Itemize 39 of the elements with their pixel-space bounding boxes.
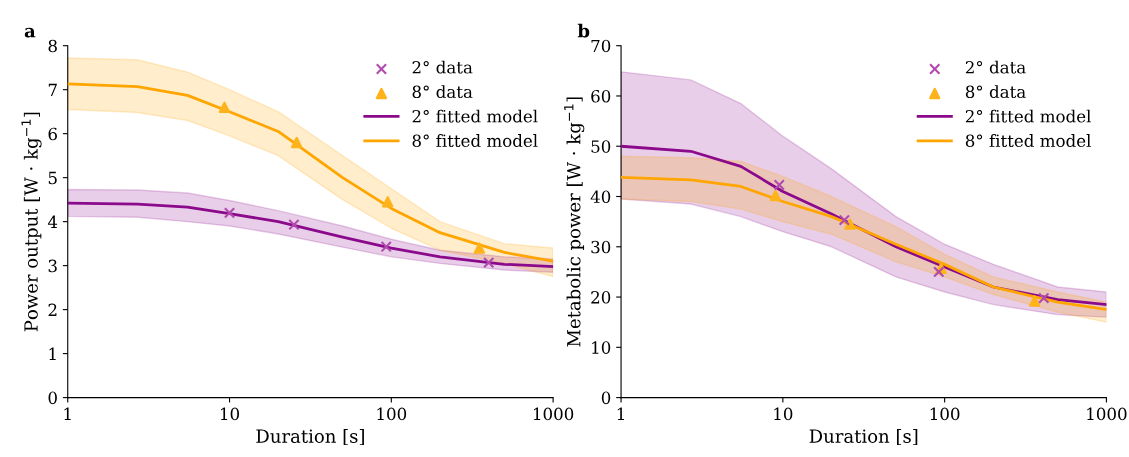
legend-label: 2° fitted model [965,109,1091,123]
x-tick-label: 1000 [533,407,574,421]
chart-title: a [24,27,36,38]
y-tick-label: 8 [48,39,57,53]
chart-title: b [577,23,590,38]
y-tick-label: 20 [591,291,611,304]
y-axis-title: Metabolic power [W · kg$^{−1}$] [564,97,585,347]
x-tick-label: 1 [64,407,71,420]
y-tick-label: 0 [48,391,57,405]
y-tick-label: 40 [590,190,611,204]
x-tick-label: 1 [617,407,624,420]
legend-label: 8° data [965,85,1026,99]
legend-label: 2° data [412,60,473,74]
x-tick-label: 1000 [1087,407,1127,421]
y-tick-label: 6 [48,127,57,141]
x-axis-title: Duration [s] [256,429,364,446]
y-tick-label: 70 [591,39,611,53]
x-axis-title: Duration [s] [809,429,918,446]
y-tick-label: 5 [48,171,57,185]
y-tick-label: 50 [591,140,611,153]
x-tick-label: 10 [774,407,793,421]
y-tick-label: 1 [49,347,56,360]
x-tick-label: 100 [930,407,960,421]
y-tick-label: 4 [47,215,58,228]
legend-label: 2° data [965,60,1026,74]
y-tick-label: 0 [601,391,611,405]
y-tick-label: 7 [48,83,57,97]
legend-label: 8° fitted model [965,134,1091,147]
legend-label: 8° fitted model [412,134,538,147]
y-tick-label: 30 [591,240,611,254]
y-tick-label: 10 [592,341,611,354]
legend-label: 2° fitted model [412,109,538,123]
y-tick-label: 3 [48,259,57,273]
legend-label: 8° data [412,85,473,99]
x-tick-label: 10 [220,407,240,421]
x-tick-label: 100 [377,407,407,421]
y-tick-label: 60 [591,89,611,103]
y-axis-title: Power output [W · kg$^{−1}$] [21,112,42,332]
y-tick-label: 2 [48,303,57,316]
